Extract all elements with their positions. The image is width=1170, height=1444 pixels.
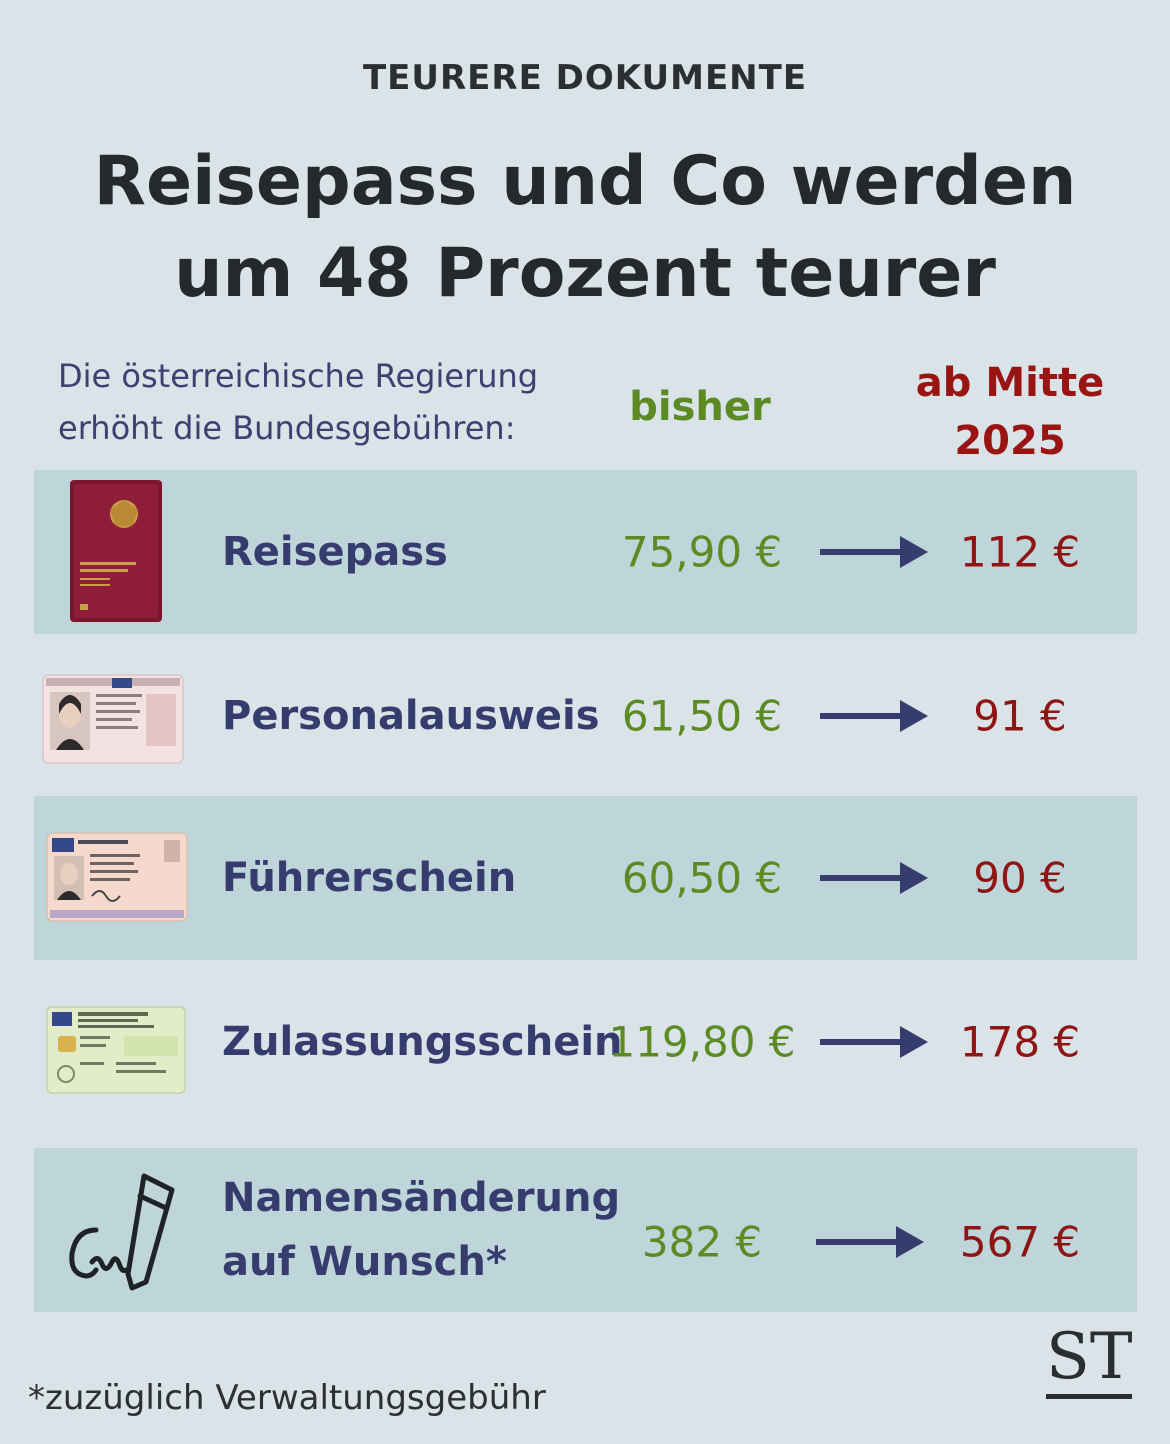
arrow-right-icon bbox=[820, 700, 928, 732]
column-header-new-line-2: 2025 bbox=[954, 418, 1066, 464]
row-label-text: Personalausweis bbox=[222, 693, 600, 739]
signature-pen-icon bbox=[69, 1173, 175, 1291]
arrow-right-icon bbox=[816, 1226, 924, 1258]
old-price: 75,90 € bbox=[621, 527, 783, 577]
new-price: 112 € bbox=[959, 527, 1081, 577]
headline-line-2: um 48 Prozent teurer bbox=[174, 234, 996, 313]
row-label: Führerschein bbox=[222, 846, 516, 910]
column-header-new: ab Mitte 2025 bbox=[890, 354, 1130, 470]
row-label-text: Namensänderung bbox=[222, 1175, 621, 1221]
new-price: 91 € bbox=[973, 691, 1067, 741]
publisher-logo-text: ST bbox=[1046, 1320, 1133, 1394]
headline-line-1: Reisepass und Co werden bbox=[93, 142, 1077, 221]
fee-row-zulassungsschein: Zulassungsschein 119,80 € 178 € bbox=[34, 960, 1137, 1124]
arrow-right-icon bbox=[820, 1026, 928, 1058]
old-price: 61,50 € bbox=[621, 691, 783, 741]
new-price: 90 € bbox=[973, 853, 1067, 903]
fee-row-reisepass: Reisepass 75,90 € 112 € bbox=[34, 470, 1137, 634]
publisher-logo: ST bbox=[1046, 1320, 1133, 1399]
new-price: 567 € bbox=[959, 1217, 1081, 1267]
headline: Reisepass und Co werden um 48 Prozent te… bbox=[0, 136, 1170, 320]
column-header-old: bisher bbox=[629, 384, 771, 430]
fee-row-fuehrerschein: Führerschein 60,50 € 90 € bbox=[34, 796, 1137, 960]
row-label-text: Reisepass bbox=[222, 529, 448, 575]
vehicle-registration-icon bbox=[46, 1006, 186, 1094]
publisher-logo-underline bbox=[1046, 1394, 1132, 1399]
arrow-right-icon bbox=[820, 862, 928, 894]
footnote: *zuzüglich Verwaltungsgebühr bbox=[28, 1378, 546, 1418]
new-price: 178 € bbox=[959, 1017, 1081, 1067]
old-price: 119,80 € bbox=[608, 1017, 796, 1067]
row-label: Reisepass bbox=[222, 520, 448, 584]
passport-icon bbox=[70, 480, 162, 622]
id-card-icon bbox=[42, 674, 184, 764]
old-price: 60,50 € bbox=[621, 853, 783, 903]
driving-licence-icon bbox=[46, 832, 188, 922]
column-header-new-line-1: ab Mitte bbox=[915, 360, 1105, 406]
row-label-text: Führerschein bbox=[222, 855, 517, 901]
row-label: Zulassungsschein bbox=[222, 1010, 623, 1074]
fee-row-namensaenderung: Namensänderung auf Wunsch* 382 € 567 € bbox=[34, 1148, 1137, 1312]
kicker: TEURERE DOKUMENTE bbox=[362, 58, 808, 98]
intro-text: Die österreichische Regierung erhöht die… bbox=[58, 350, 618, 454]
arrow-right-icon bbox=[820, 536, 928, 568]
row-label-text: Zulassungsschein bbox=[222, 1019, 623, 1065]
fee-row-personalausweis: Personalausweis 61,50 € 91 € bbox=[34, 634, 1137, 798]
row-label: Namensänderung auf Wunsch* bbox=[222, 1166, 620, 1294]
intro-line-1: Die österreichische Regierung bbox=[58, 357, 539, 395]
row-label: Personalausweis bbox=[222, 684, 600, 748]
old-price: 382 € bbox=[641, 1217, 763, 1267]
row-label-text-line-2: auf Wunsch* bbox=[222, 1239, 507, 1285]
intro-line-2: erhöht die Bundesgebühren: bbox=[58, 409, 516, 447]
